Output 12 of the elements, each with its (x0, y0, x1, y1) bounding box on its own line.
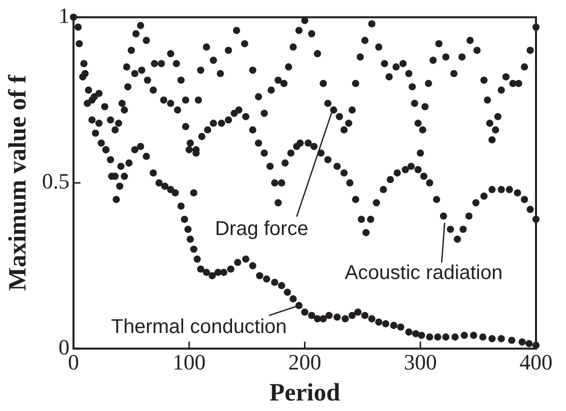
y-tick-label: 0 (58, 334, 70, 360)
y-tick-label: 1 (58, 2, 70, 28)
y-axis-title: Maximum value of f (4, 74, 32, 291)
x-axis-title: Period (269, 379, 340, 406)
annotation: Thermal conduction (111, 316, 287, 338)
x-tick-label: 200 (288, 350, 322, 375)
annotation: Acoustic radiation (344, 262, 503, 284)
x-tick-label: 300 (404, 350, 437, 375)
x-tick-label: 100 (172, 350, 206, 375)
x-tick-label: 400 (520, 350, 552, 375)
y-tick-label: 0.5 (42, 168, 70, 194)
annotation: Drag force (214, 218, 308, 240)
